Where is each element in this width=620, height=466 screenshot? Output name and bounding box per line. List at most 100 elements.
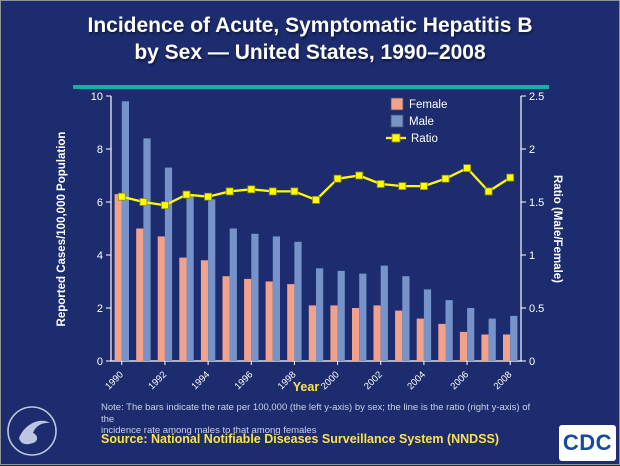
bar-female bbox=[136, 228, 144, 361]
svg-text:4: 4 bbox=[97, 250, 103, 262]
bar-female bbox=[222, 276, 230, 361]
bar-male bbox=[380, 265, 388, 361]
bar-female bbox=[200, 260, 209, 361]
ratio-marker bbox=[204, 192, 213, 201]
bar-male bbox=[423, 289, 432, 361]
ratio-marker bbox=[398, 182, 407, 191]
bar-female bbox=[287, 284, 295, 361]
bar-male bbox=[294, 241, 302, 362]
legend: Female Male Ratio bbox=[386, 97, 447, 145]
legend-label-female: Female bbox=[409, 99, 447, 111]
svg-text:2: 2 bbox=[529, 144, 535, 156]
bar-female bbox=[157, 236, 165, 361]
ratio-marker bbox=[139, 198, 148, 206]
svg-text:2008: 2008 bbox=[492, 369, 515, 392]
footnote-line1: Note: The bars indicate the rate per 100… bbox=[101, 402, 531, 425]
ratio-marker bbox=[463, 164, 472, 173]
bar-male bbox=[510, 315, 518, 361]
legend-label-ratio: Ratio bbox=[411, 133, 438, 145]
teal-divider bbox=[73, 85, 549, 89]
bar-female bbox=[416, 318, 424, 361]
ratio-marker bbox=[441, 174, 450, 183]
ratio-marker bbox=[160, 201, 169, 210]
ratio-marker bbox=[506, 173, 515, 182]
right-axis-title: Ratio (Male/Female) bbox=[551, 175, 563, 283]
legend-swatch-ratio bbox=[391, 133, 401, 143]
bar-male bbox=[316, 268, 324, 362]
bar-male bbox=[164, 167, 173, 361]
title-line1: Incidence of Acute, Symptomatic Hepatiti… bbox=[87, 14, 533, 37]
svg-text:0.5: 0.5 bbox=[529, 303, 544, 315]
bar-female bbox=[481, 334, 489, 361]
ratio-marker bbox=[268, 187, 277, 196]
svg-text:1994: 1994 bbox=[189, 369, 212, 392]
ratio-marker bbox=[484, 187, 493, 196]
ratio-marker bbox=[117, 192, 126, 201]
ratio-marker bbox=[312, 195, 320, 204]
bar-female bbox=[503, 334, 511, 361]
ratio-marker bbox=[355, 171, 364, 180]
svg-text:8: 8 bbox=[97, 144, 103, 156]
bar-male bbox=[208, 199, 216, 361]
bar-male bbox=[337, 270, 345, 361]
bar-male bbox=[467, 308, 475, 361]
legend-swatch-male bbox=[390, 114, 404, 128]
x-axis-title: Year bbox=[293, 380, 320, 394]
bar-male bbox=[402, 276, 410, 361]
title-line2: by Sex — United States, 1990–2008 bbox=[134, 41, 486, 64]
bar-male bbox=[445, 300, 453, 361]
bar-female bbox=[308, 305, 316, 361]
bar-male bbox=[359, 273, 367, 361]
svg-text:2006: 2006 bbox=[448, 369, 471, 392]
svg-text:2004: 2004 bbox=[405, 369, 428, 392]
bar-female bbox=[438, 323, 446, 361]
bar-male bbox=[186, 194, 194, 361]
ratio-marker bbox=[419, 182, 428, 191]
svg-text:1996: 1996 bbox=[233, 369, 256, 392]
ratio-marker bbox=[376, 180, 385, 188]
svg-text:6: 6 bbox=[97, 197, 103, 209]
hhs-eagle-icon bbox=[19, 420, 50, 445]
bar-female bbox=[395, 310, 403, 361]
line-layer bbox=[117, 164, 515, 210]
svg-text:2.5: 2.5 bbox=[529, 91, 544, 103]
hhs-logo-ring bbox=[7, 406, 57, 456]
bar-female bbox=[352, 308, 360, 361]
ratio-marker bbox=[225, 187, 234, 196]
bar-female bbox=[459, 331, 468, 361]
svg-text:0: 0 bbox=[529, 356, 535, 368]
svg-text:1990: 1990 bbox=[103, 369, 126, 392]
hhs-logo bbox=[7, 406, 57, 456]
bar-female bbox=[244, 278, 252, 361]
svg-text:1.5: 1.5 bbox=[529, 197, 544, 209]
left-axis-title: Reported Cases/100,000 Population bbox=[56, 132, 68, 327]
bar-male bbox=[229, 228, 237, 361]
footnote-line2: incidence rate among males to that among… bbox=[101, 425, 317, 436]
svg-text:2002: 2002 bbox=[362, 369, 385, 392]
bars-layer bbox=[114, 101, 518, 362]
svg-text:10: 10 bbox=[91, 91, 103, 103]
bar-female bbox=[373, 305, 381, 361]
svg-text:0: 0 bbox=[97, 356, 103, 368]
bar-male bbox=[488, 318, 496, 361]
ratio-marker bbox=[290, 187, 299, 196]
bar-female bbox=[330, 305, 338, 361]
ratio-marker bbox=[247, 185, 256, 194]
svg-text:2: 2 bbox=[97, 303, 103, 315]
source-credit: Source: National Notifiable Diseases Sur… bbox=[101, 432, 500, 446]
bar-male bbox=[251, 233, 259, 361]
svg-text:1: 1 bbox=[529, 250, 535, 262]
bar-female bbox=[265, 281, 273, 361]
bar-male bbox=[143, 138, 151, 361]
footnote: Note: The bars indicate the rate per 100… bbox=[101, 402, 541, 437]
cdc-logo-text: CDC bbox=[562, 430, 613, 455]
ratio-marker bbox=[333, 174, 342, 183]
ratio-marker bbox=[182, 190, 191, 199]
bar-female bbox=[114, 194, 122, 361]
bar-male bbox=[121, 101, 129, 362]
bar-female bbox=[179, 257, 187, 361]
slide-title: Incidence of Acute, Symptomatic Hepatiti… bbox=[1, 12, 619, 66]
